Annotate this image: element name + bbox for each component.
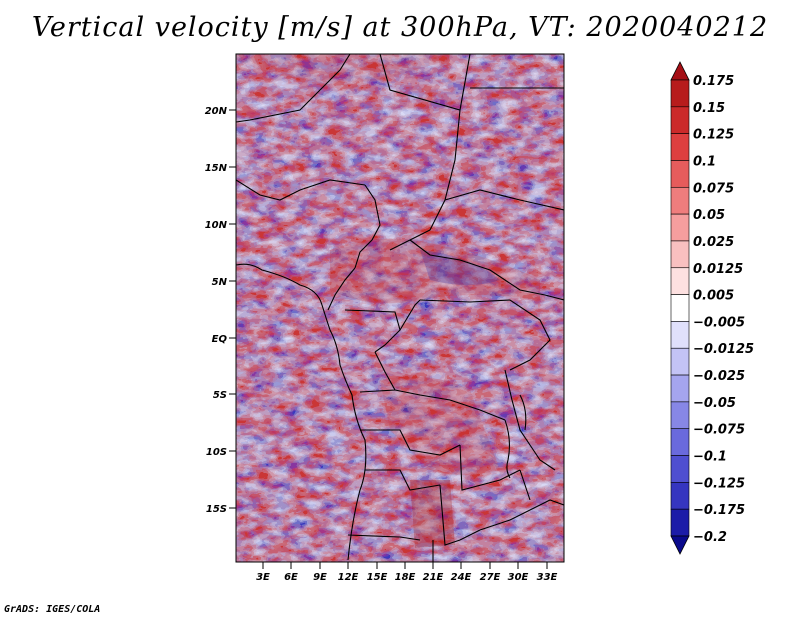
longitude-axis: 3E 6E 9E 12E 15E 18E 21E 24E 27E 30E 33E	[256, 562, 558, 583]
colorbar-label: −0.2	[693, 530, 727, 545]
colorbar-label: 0.15	[693, 101, 725, 116]
colorbar-label: −0.005	[693, 315, 745, 330]
lon-label-18e: 18E	[395, 572, 416, 583]
colorbar-box	[670, 321, 690, 349]
colorbar-box	[670, 106, 690, 134]
colorbar-box	[670, 240, 690, 269]
colorbar-label: 0.075	[693, 181, 734, 196]
lon-label-15e: 15E	[367, 572, 388, 583]
lat-label-10s: 10S	[206, 447, 227, 458]
colorbar-label: 0.025	[693, 235, 734, 250]
colorbar-top-arrow	[670, 61, 690, 81]
lon-label-24e: 24E	[451, 572, 472, 583]
velocity-field	[236, 54, 564, 562]
lat-label-20n: 20N	[205, 106, 228, 117]
colorbar: 0.175 0.15 0.125 0.1 0.075 0.05 0.025 0.0125 0.0…	[670, 61, 754, 555]
lat-label-15n: 15N	[205, 163, 228, 174]
colorbar-label: 0.0125	[693, 262, 743, 277]
colorbar-label: 0.005	[693, 289, 734, 304]
colorbar-box	[670, 133, 690, 161]
grads-credit: GrADS: IGES/COLA	[4, 604, 101, 615]
lon-label-27e: 27E	[480, 572, 501, 583]
colorbar-label: 0.175	[693, 74, 734, 89]
colorbar-box	[670, 160, 690, 188]
country-borders	[236, 54, 564, 562]
lon-label-33e: 33E	[537, 572, 558, 583]
colorbar-bottom-arrow	[670, 535, 690, 555]
colorbar-box	[670, 347, 690, 376]
lat-label-5n: 5N	[212, 277, 228, 288]
colorbar-label: −0.05	[693, 396, 736, 411]
lon-label-6e: 6E	[284, 572, 298, 583]
colorbar-label: −0.025	[693, 369, 745, 384]
colorbar-label: 0.125	[693, 128, 734, 143]
colorbar-label: −0.075	[693, 423, 745, 438]
lon-label-30e: 30E	[508, 572, 529, 583]
colorbar-box	[670, 455, 690, 483]
colorbar-box	[670, 186, 690, 215]
colorbar-box	[670, 482, 690, 510]
lat-label-eq: EQ	[212, 334, 228, 345]
lon-label-21e: 21E	[423, 572, 444, 583]
lon-label-3e: 3E	[256, 572, 270, 583]
colorbar-box	[670, 508, 690, 537]
lon-label-9e: 9E	[313, 572, 327, 583]
colorbar-box	[670, 428, 690, 456]
colorbar-box	[670, 294, 690, 322]
map-title: Vertical velocity [m/s] at 300hPa, VT: 2…	[31, 12, 769, 43]
colorbar-label: −0.1	[693, 450, 727, 465]
lat-label-10n: 10N	[205, 220, 228, 231]
colorbar-box	[670, 401, 690, 430]
colorbar-box	[670, 374, 690, 403]
colorbar-box	[670, 79, 690, 108]
colorbar-box	[670, 267, 690, 295]
colorbar-label: −0.125	[693, 476, 745, 491]
map-frame	[235, 53, 565, 563]
colorbar-label: 0.05	[693, 208, 725, 223]
colorbar-label: 0.1	[693, 154, 716, 169]
lon-label-12e: 12E	[338, 572, 359, 583]
lat-label-15s: 15S	[206, 504, 227, 515]
lat-label-5s: 5S	[213, 390, 227, 401]
colorbar-label: −0.175	[693, 503, 745, 518]
colorbar-label: −0.0125	[693, 342, 754, 357]
latitude-axis: 20N 15N 10N 5N EQ 5S 10S 15S	[205, 106, 236, 515]
colorbar-box	[670, 213, 690, 242]
